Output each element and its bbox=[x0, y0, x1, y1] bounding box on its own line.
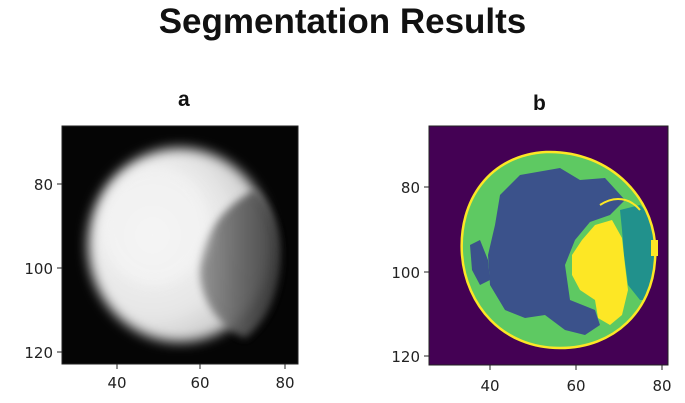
panel-b-ytick-120: 120 bbox=[391, 348, 420, 366]
panel-b-ytick-80: 80 bbox=[401, 179, 420, 197]
panel-a-frame bbox=[61, 125, 299, 365]
panel-a-axes bbox=[57, 183, 286, 369]
panel-b-xtick-60: 60 bbox=[566, 377, 585, 395]
figure-title: Segmentation Results bbox=[158, 2, 527, 41]
panel-a-xtick-80: 80 bbox=[275, 374, 294, 392]
panel-b-image bbox=[429, 126, 668, 365]
panel-a-xtick-60: 60 bbox=[190, 374, 209, 392]
segment-teal bbox=[620, 205, 656, 300]
panel-a-label: a bbox=[178, 88, 190, 111]
segment-boundary bbox=[460, 150, 657, 350]
panel-b-axes bbox=[424, 186, 663, 370]
panel-b-label: b bbox=[533, 92, 546, 115]
panel-b-xtick-40: 40 bbox=[480, 377, 499, 395]
panel-a-image bbox=[62, 126, 298, 364]
panel-b-xtick-80: 80 bbox=[652, 377, 671, 395]
panel-a-xtick-40: 40 bbox=[107, 374, 126, 392]
panel-b-ytick-100: 100 bbox=[391, 264, 420, 282]
panel-a-ytick-120: 120 bbox=[24, 344, 53, 362]
panel-a-ytick-100: 100 bbox=[24, 260, 53, 278]
panel-b-frame bbox=[428, 125, 669, 366]
segment-yellow bbox=[572, 220, 628, 325]
segment-navy bbox=[488, 168, 625, 335]
panel-a-ytick-80: 80 bbox=[34, 176, 53, 194]
